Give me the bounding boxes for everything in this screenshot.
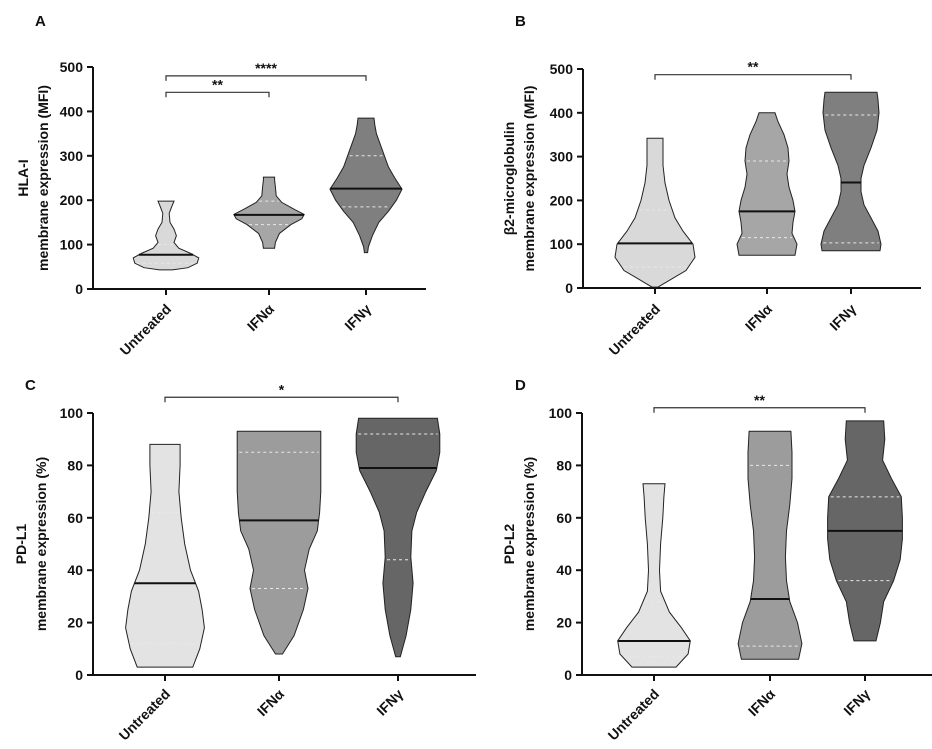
panel-d-y-tick-label-2: 40 bbox=[556, 562, 572, 578]
panel-d-y-axis-label-line-1: membrane expression (%) bbox=[521, 457, 537, 631]
panel-a-violin-1 bbox=[233, 176, 305, 249]
panel-c-letter: C bbox=[25, 377, 36, 394]
panel-b-y-tick-label-5: 500 bbox=[550, 61, 574, 77]
panel-c-significance-bar-0 bbox=[164, 396, 399, 403]
panel-a-significance-label-1: **** bbox=[255, 60, 277, 76]
panel-a-x-tick-label-1: IFNα bbox=[244, 301, 278, 335]
panel-c-significance-label-0: * bbox=[279, 381, 285, 397]
panel-a-y-tick-label-1: 100 bbox=[60, 237, 84, 253]
panel-c: C 0 20 40 60 80 100 Untreated IFNα IFNγ PD-L1 membr… bbox=[13, 377, 476, 743]
panel-d-x-tick-label-2: IFNγ bbox=[840, 686, 873, 719]
panel-b: B 0 100 200 300 400 500 Untreated IFNα IFNγ β2-mic… bbox=[501, 13, 921, 358]
panel-c-y-tick-label-4: 80 bbox=[67, 457, 83, 473]
panel-a-y-tick-label-0: 0 bbox=[75, 281, 83, 297]
panel-c-x-tick-label-1: IFNα bbox=[254, 686, 288, 720]
panel-c-y-axis-label-line-0: PD-L1 bbox=[13, 524, 29, 565]
panel-a-violin-0 bbox=[132, 200, 200, 271]
panel-b-significance-bar-0 bbox=[654, 74, 852, 80]
panel-a-y-axis-label-line-1: membrane expression (MFI) bbox=[35, 85, 51, 271]
panel-b-y-tick-label-3: 300 bbox=[550, 149, 574, 165]
panel-d-y-axis-label-line-0: PD-L2 bbox=[501, 524, 517, 565]
panel-b-y-tick-label-1: 100 bbox=[550, 236, 574, 252]
panel-a-y-tick-label-2: 200 bbox=[60, 192, 84, 208]
panel-c-y-tick-label-1: 20 bbox=[67, 615, 83, 631]
panel-c-y-tick-label-0: 0 bbox=[75, 667, 83, 683]
panel-d-y-tick-label-0: 0 bbox=[564, 667, 572, 683]
panel-d-x-tick-label-0: Untreated bbox=[605, 686, 663, 744]
panel-d-y-tick-label-3: 60 bbox=[556, 510, 572, 526]
panel-b-significance-label-0: ** bbox=[748, 59, 759, 75]
panel-a-y-tick-label-4: 400 bbox=[60, 103, 84, 119]
panel-c-y-axis-label-line-1: membrane expression (%) bbox=[33, 457, 49, 631]
panel-b-y-axis-label-line-1: membrane expression (MFI) bbox=[521, 86, 537, 272]
panel-a-x-tick-label-2: IFNγ bbox=[341, 301, 374, 334]
panel-a: A 0 100 200 300 400 500 Untreated IFNα IFNγ HLA-I m… bbox=[15, 13, 426, 358]
panel-a-y-tick-label-3: 300 bbox=[60, 148, 84, 164]
panel-d-significance-bar-0 bbox=[653, 407, 866, 413]
panel-c-violin-2 bbox=[355, 417, 441, 658]
panel-c-y-tick-label-5: 100 bbox=[60, 405, 84, 421]
panel-a-y-tick-label-5: 500 bbox=[60, 59, 84, 75]
panel-a-letter: A bbox=[35, 13, 46, 30]
panel-b-x-tick-label-2: IFNγ bbox=[826, 301, 859, 334]
panel-b-violin-0 bbox=[614, 137, 696, 288]
panel-a-y-axis-label-line-0: HLA-I bbox=[15, 159, 31, 196]
panel-a-significance-label-0: ** bbox=[212, 76, 223, 92]
panel-a-x-tick-label-0: Untreated bbox=[117, 301, 175, 359]
panel-d-letter: D bbox=[515, 377, 526, 394]
panel-d-y-tick-label-4: 80 bbox=[556, 457, 572, 473]
panel-d-violin-1 bbox=[737, 430, 803, 660]
panel-c-violin-0 bbox=[125, 443, 205, 668]
panel-a-significance-bar-0 bbox=[165, 91, 270, 98]
panel-d-significance-label-0: ** bbox=[754, 392, 765, 408]
panel-c-x-tick-label-2: IFNγ bbox=[373, 686, 406, 719]
panel-c-y-tick-label-3: 60 bbox=[67, 510, 83, 526]
panel-d-y-tick-label-1: 20 bbox=[556, 615, 572, 631]
panel-b-violin-1 bbox=[736, 112, 798, 256]
panel-b-y-tick-label-2: 200 bbox=[550, 192, 574, 208]
panel-c-y-tick-label-2: 40 bbox=[67, 562, 83, 578]
panel-b-letter: B bbox=[515, 13, 526, 30]
panel-d-y-tick-label-5: 100 bbox=[549, 405, 573, 421]
panel-a-significance-bar-1 bbox=[165, 75, 367, 81]
panel-b-y-tick-label-0: 0 bbox=[565, 280, 573, 296]
panel-b-y-axis-label-line-0: β2-microglobulin bbox=[501, 122, 517, 236]
panel-d-violin-0 bbox=[617, 483, 691, 668]
panel-b-x-tick-label-1: IFNα bbox=[742, 301, 776, 335]
panel-b-x-tick-label-0: Untreated bbox=[606, 301, 664, 359]
panel-d-x-tick-label-1: IFNα bbox=[745, 686, 779, 720]
panel-b-violin-2 bbox=[820, 91, 882, 252]
panel-c-x-tick-label-0: Untreated bbox=[116, 686, 174, 744]
panel-c-violin-1 bbox=[236, 430, 322, 655]
panel-b-y-tick-label-4: 400 bbox=[550, 105, 574, 121]
panel-a-violin-2 bbox=[329, 117, 403, 254]
panel-d: D 0 20 40 60 80 100 Untreated IFNα IFNγ PD-L2 membr… bbox=[501, 377, 932, 743]
